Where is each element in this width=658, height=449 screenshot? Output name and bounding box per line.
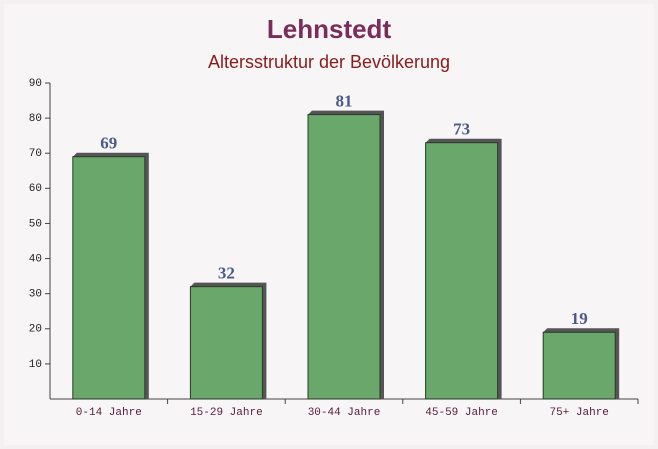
y-tick-label: 40	[29, 253, 42, 265]
y-tick-label: 30	[29, 289, 42, 301]
bar	[425, 142, 499, 400]
bar	[542, 331, 616, 400]
y-tick-label: 50	[29, 218, 42, 230]
x-tick-label: 15-29 Jahre	[190, 407, 263, 419]
chart-subtitle: Altersstruktur der Bevölkerung	[208, 52, 450, 72]
value-label: 81	[336, 92, 353, 111]
y-tick-label: 90	[29, 78, 42, 90]
chart-title: Lehnstedt	[267, 14, 392, 44]
value-label: 73	[453, 120, 470, 139]
value-label: 69	[100, 134, 117, 153]
y-tick-label: 80	[29, 113, 42, 125]
value-label: 19	[571, 309, 588, 328]
x-tick-label: 45-59 Jahre	[425, 407, 498, 419]
y-tick-label: 60	[29, 183, 42, 195]
y-tick-label: 70	[29, 148, 42, 160]
bar	[72, 156, 146, 400]
y-tick-label: 10	[29, 359, 42, 371]
y-tick-label: 20	[29, 324, 42, 336]
bar	[307, 114, 381, 400]
x-tick-label: 75+ Jahre	[549, 407, 608, 419]
x-tick-label: 30-44 Jahre	[308, 407, 381, 419]
x-tick-label: 0-14 Jahre	[76, 407, 142, 419]
value-label: 32	[218, 264, 235, 283]
bar	[189, 286, 263, 400]
